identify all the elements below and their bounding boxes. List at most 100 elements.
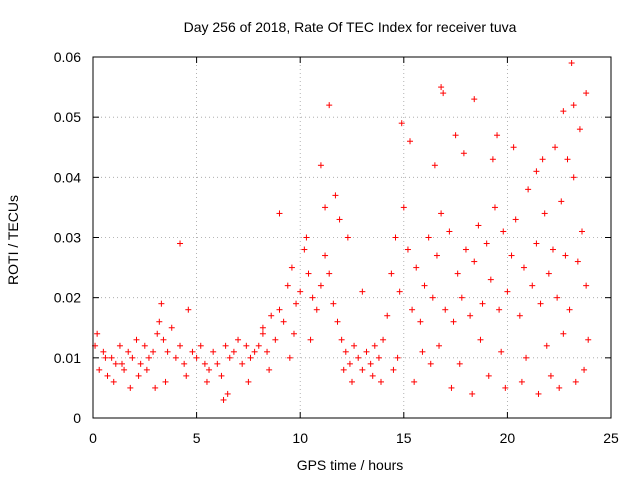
data-point — [489, 156, 496, 163]
x-tick-label: 10 — [292, 430, 308, 446]
data-point — [172, 354, 179, 361]
data-point — [409, 306, 416, 313]
data-point — [380, 336, 387, 343]
data-point — [224, 390, 231, 397]
data-point — [404, 246, 411, 253]
x-tick-label: 0 — [89, 430, 97, 446]
data-point — [407, 138, 414, 145]
data-point — [125, 348, 132, 355]
data-point — [152, 384, 159, 391]
data-point — [326, 270, 333, 277]
data-point — [183, 372, 190, 379]
ticks-layer — [92, 56, 612, 419]
data-point — [498, 348, 505, 355]
data-point — [417, 318, 424, 325]
data-point — [133, 336, 140, 343]
data-point — [446, 228, 453, 235]
data-point — [193, 354, 200, 361]
data-point — [141, 342, 148, 349]
data-point — [110, 378, 117, 385]
data-point — [168, 324, 175, 331]
data-point — [177, 240, 184, 247]
data-point — [137, 360, 144, 367]
y-tick-label: 0.03 — [54, 230, 81, 246]
data-point — [235, 336, 242, 343]
data-point — [448, 384, 455, 391]
x-tick-label: 20 — [500, 430, 516, 446]
data-point — [201, 360, 208, 367]
data-point — [150, 348, 157, 355]
data-point — [566, 306, 573, 313]
data-point — [230, 348, 237, 355]
data-point — [433, 252, 440, 259]
x-tick-label: 5 — [193, 430, 201, 446]
data-point — [431, 162, 438, 169]
data-point — [226, 354, 233, 361]
data-point — [313, 306, 320, 313]
data-point — [438, 84, 445, 91]
y-tick-label: 0.06 — [54, 49, 81, 65]
data-point — [494, 132, 501, 139]
data-point — [355, 354, 362, 361]
data-point — [485, 372, 492, 379]
data-point — [411, 378, 418, 385]
data-point — [344, 234, 351, 241]
data-point — [336, 216, 343, 223]
data-point — [369, 372, 376, 379]
data-point — [450, 318, 457, 325]
data-point — [251, 348, 258, 355]
data-point — [554, 294, 561, 301]
data-point — [276, 210, 283, 217]
data-point — [359, 366, 366, 373]
data-point — [322, 204, 329, 211]
data-point — [562, 252, 569, 259]
data-point — [388, 270, 395, 277]
y-tick-label: 0 — [73, 410, 81, 426]
chart-title: Day 256 of 2018, Rate Of TEC Index for r… — [184, 19, 517, 35]
data-point — [197, 342, 204, 349]
data-point — [475, 222, 482, 229]
data-point — [440, 90, 447, 97]
data-point — [154, 330, 161, 337]
x-tick-label: 25 — [603, 430, 619, 446]
data-point — [583, 282, 590, 289]
data-point — [268, 312, 275, 319]
data-point — [552, 144, 559, 151]
data-point — [535, 390, 542, 397]
data-point — [177, 342, 184, 349]
data-point — [255, 342, 262, 349]
data-point — [203, 378, 210, 385]
data-point — [512, 216, 519, 223]
data-point — [520, 264, 527, 271]
data-point — [276, 306, 283, 313]
data-point — [529, 282, 536, 289]
data-point — [378, 378, 385, 385]
data-point — [104, 372, 111, 379]
data-point — [222, 342, 229, 349]
data-point — [293, 300, 300, 307]
tick-labels-layer: 0 5 10 15 20 25 0 0.01 0.02 0.03 0.04 0.05 0.06 — [54, 49, 619, 446]
data-point — [332, 192, 339, 199]
data-point — [421, 282, 428, 289]
data-point — [436, 342, 443, 349]
data-point — [156, 318, 163, 325]
data-point — [116, 342, 123, 349]
data-point — [384, 312, 391, 319]
data-point — [272, 336, 279, 343]
data-point — [218, 372, 225, 379]
data-point — [112, 360, 119, 367]
data-point — [438, 210, 445, 217]
data-point — [220, 396, 227, 403]
y-tick-label: 0.04 — [54, 169, 81, 185]
data-point — [309, 294, 316, 301]
data-point — [471, 96, 478, 103]
data-point — [469, 390, 476, 397]
data-point — [413, 264, 420, 271]
data-point — [129, 354, 136, 361]
data-point — [525, 186, 532, 193]
data-point — [427, 360, 434, 367]
data-point — [239, 360, 246, 367]
data-point — [162, 378, 169, 385]
data-point — [342, 348, 349, 355]
data-point — [121, 366, 128, 373]
